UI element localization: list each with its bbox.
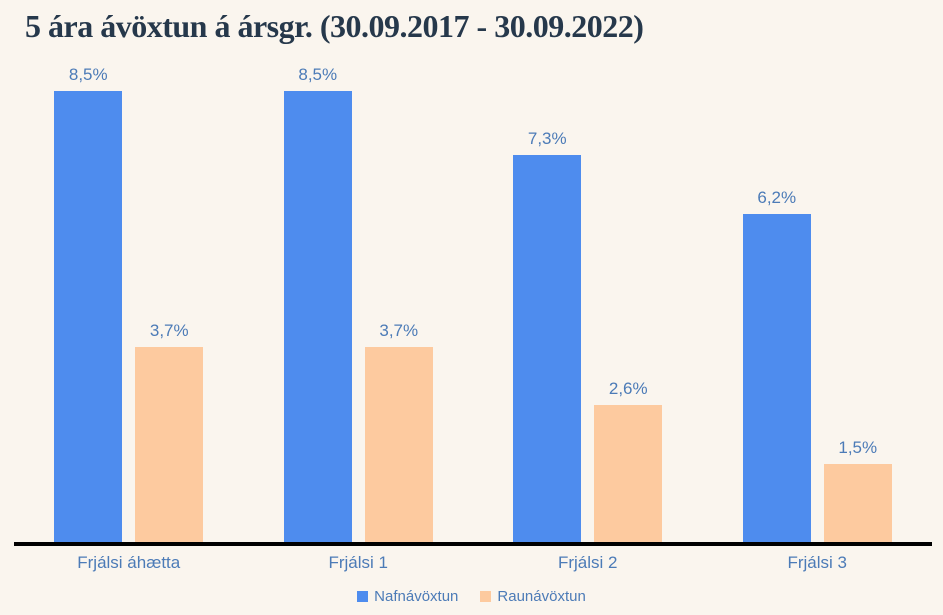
bar-nafnávöxtun: 8,5%: [283, 65, 352, 544]
bar-group-2: 8,5% 3,7%: [244, 65, 474, 544]
category-axis: Frjálsi áhætta Frjálsi 1 Frjálsi 2 Frjálsi …: [14, 553, 932, 573]
value-label: 6,2%: [757, 187, 797, 207]
bar-nafnávöxtun: 6,2%: [742, 188, 811, 544]
category-label: Frjálsi 1: [328, 553, 388, 572]
legend-item-nafnavoxtun: Nafnávöxtun: [357, 588, 458, 605]
bar-raunávöxtun: 2,6%: [594, 379, 663, 544]
value-label: 1,5%: [838, 438, 878, 458]
value-label: 3,7%: [149, 320, 189, 340]
value-label: 2,6%: [608, 379, 648, 399]
value-label: 8,5%: [68, 65, 108, 84]
x-axis-line: [14, 542, 932, 546]
bar-raunávöxtun: 3,7%: [135, 321, 204, 544]
bar-group-3: 7,3% 2,6%: [473, 91, 703, 544]
legend-swatch-blue-icon: [357, 591, 369, 602]
legend: Nafnávöxtun Raunávöxtun: [0, 588, 943, 605]
value-label: 7,3%: [527, 128, 567, 148]
value-label: 8,5%: [298, 65, 338, 84]
bar-group-4: 6,2% 1,5%: [703, 91, 933, 544]
plot-area: 8,5% 3,7% 8,5% 3,7% 7,3% 2,6% 6,2% 1,5%: [14, 65, 933, 544]
legend-label: Raunávöxtun: [497, 588, 586, 605]
bar-group-1: 8,5% 3,7%: [14, 65, 244, 544]
bar-raunávöxtun: 3,7%: [364, 321, 433, 544]
chart-title: 5 ára ávöxtun á ársgr. (30.09.2017 - 30.…: [25, 8, 644, 44]
legend-label: Nafnávöxtun: [374, 588, 459, 605]
legend-swatch-peach-icon: [480, 591, 492, 602]
category-label: Frjálsi áhætta: [77, 553, 181, 572]
category-label: Frjálsi 2: [557, 553, 618, 572]
value-label: 3,7%: [379, 320, 419, 340]
category-label: Frjálsi 3: [787, 553, 847, 572]
legend-item-raunavoxtun: Raunávöxtun: [480, 588, 586, 605]
bar-nafnávöxtun: 7,3%: [513, 129, 582, 544]
bar-raunávöxtun: 1,5%: [823, 438, 892, 544]
bar-nafnávöxtun: 8,5%: [54, 65, 123, 544]
